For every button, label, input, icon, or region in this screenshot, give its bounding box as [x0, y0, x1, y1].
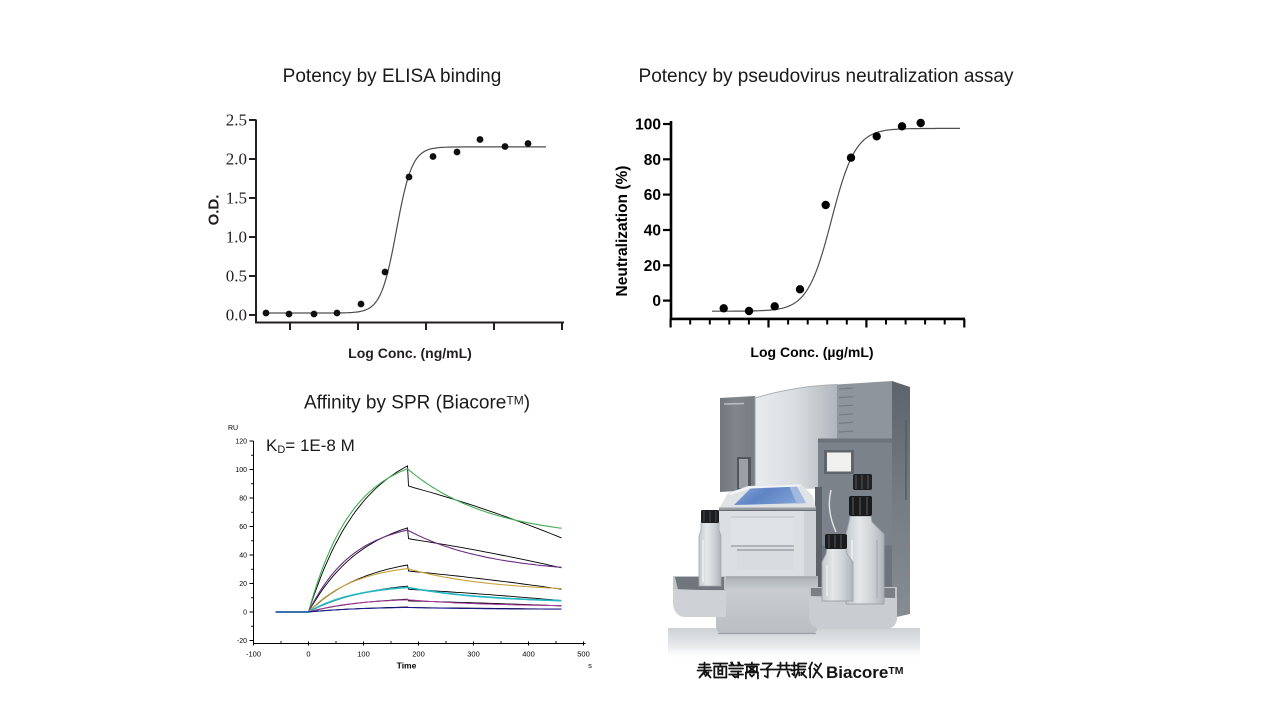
svg-text:2.0: 2.0: [226, 150, 247, 169]
svg-text:RU: RU: [228, 425, 238, 432]
svg-text:1.5: 1.5: [226, 189, 247, 208]
svg-text:60: 60: [239, 524, 247, 531]
svg-text:0.0: 0.0: [226, 306, 247, 325]
svg-text:40: 40: [239, 553, 247, 560]
svg-text:KD= 1E-8 M: KD= 1E-8 M: [266, 436, 355, 456]
svg-text:40: 40: [644, 223, 661, 240]
svg-text:300: 300: [467, 650, 480, 659]
svg-text:20: 20: [644, 258, 661, 275]
svg-text:Potency by pseudovirus neutral: Potency by pseudovirus neutralization as…: [639, 66, 1014, 87]
svg-text:Neutralization (%): Neutralization (%): [614, 166, 631, 297]
svg-text:Affinity by SPR (BiacoreTM): Affinity by SPR (BiacoreTM): [304, 393, 530, 414]
svg-text:200: 200: [412, 650, 425, 659]
svg-text:Log Conc. (µg/mL): Log Conc. (µg/mL): [750, 344, 873, 360]
svg-text:400: 400: [522, 650, 535, 659]
svg-text:0: 0: [652, 293, 661, 310]
svg-text:0.5: 0.5: [226, 267, 247, 286]
svg-text:20: 20: [239, 581, 247, 588]
svg-text:0: 0: [243, 610, 247, 617]
svg-text:Potency by ELISA binding: Potency by ELISA binding: [283, 66, 502, 87]
svg-text:100: 100: [635, 117, 661, 134]
svg-text:0: 0: [306, 650, 310, 659]
svg-text:Time: Time: [397, 661, 417, 671]
svg-text:-100: -100: [246, 650, 261, 659]
svg-text:1.0: 1.0: [226, 228, 247, 247]
svg-text:2.5: 2.5: [226, 111, 247, 130]
svg-text:80: 80: [239, 496, 247, 503]
svg-text:O.D.: O.D.: [206, 195, 223, 226]
svg-text:500: 500: [577, 650, 590, 659]
svg-text:BiacoreTM: BiacoreTM: [826, 663, 904, 682]
svg-text:100: 100: [357, 650, 370, 659]
svg-text:s: s: [588, 661, 592, 670]
svg-text:120: 120: [235, 439, 247, 446]
svg-text:60: 60: [644, 187, 661, 204]
svg-text:100: 100: [235, 467, 247, 474]
svg-text:-20: -20: [237, 638, 247, 645]
svg-text:80: 80: [644, 152, 661, 169]
svg-text:Log Conc. (ng/mL): Log Conc. (ng/mL): [348, 345, 472, 361]
